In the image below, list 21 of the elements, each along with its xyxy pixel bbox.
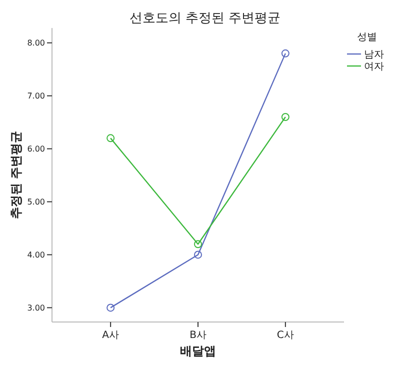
y-tick-label: 8.00 [27,38,45,48]
point [194,240,202,248]
legend-title: 성별 [357,32,377,43]
x-tick-label: A사 [102,330,119,341]
point [281,49,290,58]
x-tick-label: B사 [190,330,206,341]
chart-title: 선호도의 추정된 주변평균 [129,11,281,26]
point [194,250,202,259]
y-tick-label: 6.00 [27,144,45,154]
x-tick-label: C사 [276,330,294,341]
y-tick-label: 3.00 [27,303,45,312]
point [281,112,290,121]
x-axis-title: 배달앱 [180,344,216,358]
y-tick-label: 4.00 [27,250,45,260]
y-tick-label: 7.00 [27,92,45,101]
legend-label: 남자 [364,50,384,60]
point [106,304,115,312]
point [106,134,115,142]
y-tick-label: 5.00 [27,198,45,207]
legend-label: 여자 [364,62,384,72]
y-axis-title: 추정된 주변평균 [9,130,23,220]
